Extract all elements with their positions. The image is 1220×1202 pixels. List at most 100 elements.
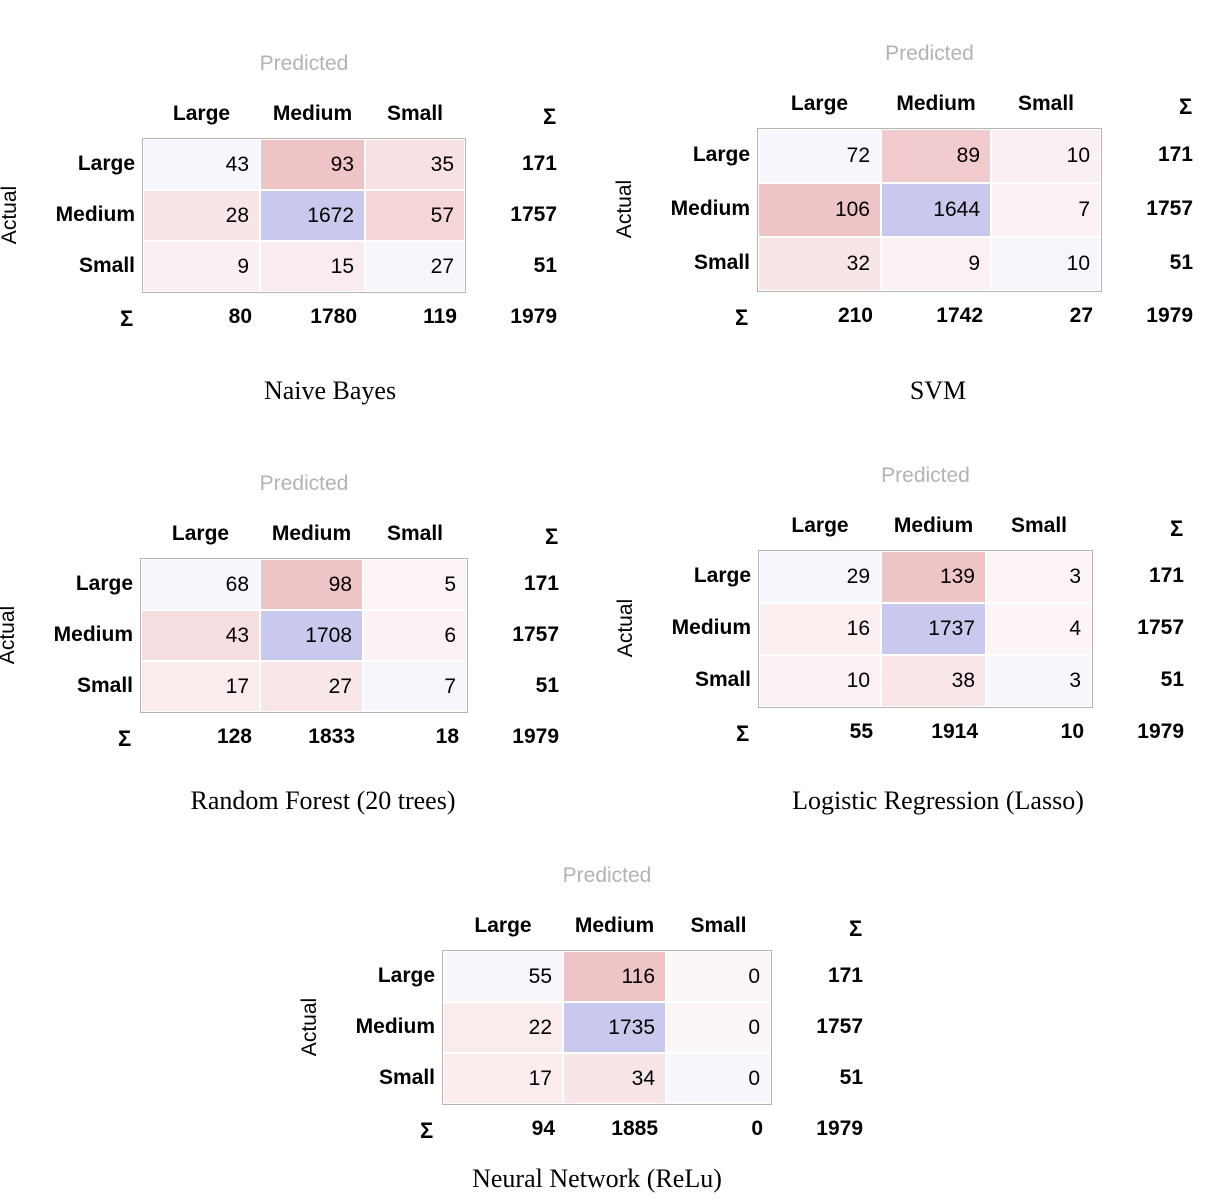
matrix-cell: 35 [365,139,465,190]
column-total: 1885 [611,1117,658,1140]
row-header: Small [694,668,751,691]
grand-total: 1979 [1137,720,1184,743]
column-header: Large [171,522,230,545]
row-total: 1757 [816,1014,863,1038]
column-total: 0 [751,1117,763,1140]
column-total: 1742 [936,304,983,327]
column-total-header: Σ [735,305,749,330]
matrix-cell: 22 [443,1002,563,1053]
matrix-cell: 17 [141,661,260,712]
column-header: Large [172,102,231,125]
row-total-header: Σ [1179,94,1193,119]
column-total-header: Σ [736,721,750,746]
matrix-cell: 34 [563,1053,666,1104]
column-total: 27 [1069,304,1093,327]
column-header: Small [690,914,747,937]
matrix-cell: 6 [363,610,467,661]
column-total: 94 [531,1117,555,1140]
predicted-axis-label: Predicted [885,42,974,65]
row-header: Small [693,251,750,274]
column-total: 1780 [310,305,357,328]
row-total: 171 [1148,564,1184,587]
matrix-cell: 9 [881,237,991,291]
matrix-cell: 3 [986,551,1092,603]
matrix-grid [142,138,466,293]
matrix-cell: 29 [759,551,881,603]
column-header: Large [791,514,849,537]
grand-total: 1979 [510,305,557,328]
column-header: Small [1017,92,1075,115]
matrix-cell: 10 [991,129,1101,183]
row-total: 51 [839,1065,863,1089]
matrix-cell: 4 [986,603,1092,655]
matrix-cell: 0 [666,951,771,1002]
matrix-cell: 1708 [260,610,363,661]
row-header: Large [77,151,135,175]
matrix-cell: 15 [260,241,365,292]
matrix-cell: 7 [991,183,1101,237]
row-total: 171 [827,963,863,987]
row-total: 1757 [512,622,559,646]
row-header: Large [75,571,133,595]
matrix-cell: 72 [758,129,881,183]
matrix-cell: 38 [881,655,986,707]
row-total-header: Σ [545,524,559,549]
row-header: Large [693,564,751,587]
model-title: Naive Bayes [263,376,397,405]
matrix-cell: 98 [260,559,363,610]
matrix-grid [758,550,1093,708]
grand-total: 1979 [512,725,559,748]
row-total-header: Σ [1170,516,1184,541]
matrix-grid [140,558,468,713]
matrix-cell: 9 [143,241,260,292]
matrix-cell: 28 [143,190,260,241]
model-title: SVM [909,376,967,405]
row-header: Medium [670,197,750,220]
matrix-cell: 1737 [881,603,986,655]
matrix-cell: 32 [758,237,881,291]
row-total: 171 [523,571,559,595]
matrix-cell: 139 [881,551,986,603]
column-total: 119 [423,305,457,328]
column-header: Large [474,914,532,937]
column-total: 210 [837,304,873,327]
matrix-cell: 43 [141,610,260,661]
matrix-cell: 1735 [563,1002,666,1053]
row-total: 51 [1169,251,1193,274]
matrix-cell: 3 [986,655,1092,707]
matrix-cell: 10 [759,655,881,707]
matrix-cell: 0 [666,1053,771,1104]
row-total: 171 [521,151,557,175]
row-total: 171 [1157,143,1193,166]
predicted-axis-label: Predicted [259,472,349,495]
matrix-grid [757,128,1102,292]
matrix-cell: 0 [666,1002,771,1053]
column-total: 1914 [931,720,978,743]
row-total: 1757 [1146,197,1193,220]
matrix-cell: 27 [260,661,363,712]
column-header: Medium [896,92,976,115]
column-total: 128 [216,725,252,748]
matrix-cell: 55 [443,951,563,1002]
matrix-cell: 5 [363,559,467,610]
column-total-header: Σ [420,1118,434,1143]
row-total-header: Σ [849,916,863,941]
matrix-cell: 93 [260,139,365,190]
matrix-cell: 43 [143,139,260,190]
grand-total: 1979 [1146,304,1193,327]
model-title: Neural Network (ReLu) [472,1164,722,1193]
column-header: Medium [574,914,655,937]
row-total: 51 [1160,668,1184,691]
grand-total: 1979 [816,1117,863,1140]
matrix-cell: 27 [365,241,465,292]
matrix-grid [442,950,772,1105]
matrix-cell: 89 [881,129,991,183]
matrix-cell: 1644 [881,183,991,237]
row-header: Small [378,1065,435,1089]
predicted-axis-label: Predicted [562,864,652,887]
row-header: Medium [53,622,133,646]
column-header: Small [386,522,444,545]
row-header: Medium [355,1014,435,1038]
matrix-cell: 57 [365,190,465,241]
column-header: Small [1010,514,1068,537]
